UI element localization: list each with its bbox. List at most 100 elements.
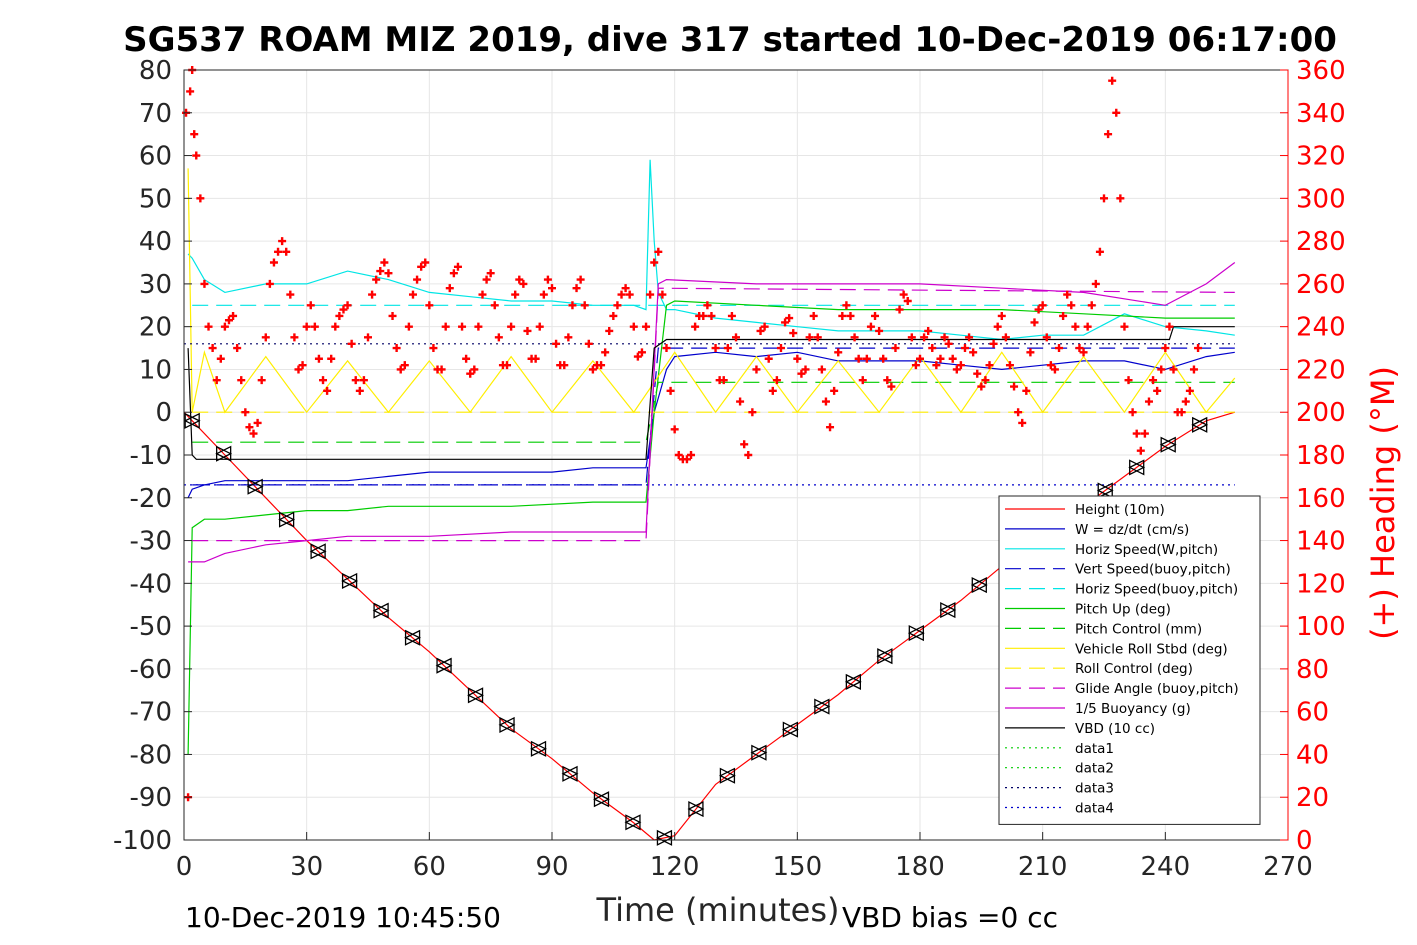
series-line-7 [187, 168, 1236, 414]
heading-point [666, 386, 675, 395]
heading-point [233, 344, 242, 353]
y-tick-label-right: 0 [1296, 826, 1313, 856]
y-tick-label-left: -30 [130, 527, 172, 557]
heading-point [531, 354, 540, 363]
heading-point [875, 326, 884, 335]
heading-point [736, 397, 745, 406]
heading-point [1005, 361, 1014, 370]
heading-point [899, 290, 908, 299]
heading-point [609, 311, 618, 320]
heading-point [989, 339, 998, 348]
heading-point [1128, 408, 1137, 417]
heading-point [613, 301, 622, 310]
legend-entry: Height (10m) [1075, 502, 1165, 518]
legend: Height (10m) W = dz/dt (cm/s) Horiz Speed(… [998, 495, 1261, 825]
y-tick-label-right: 100 [1296, 612, 1346, 642]
y-tick-label-left: -60 [130, 655, 172, 685]
position-marker [246, 478, 263, 495]
heading-point [842, 301, 851, 310]
legend-entry: Pitch Control (mm) [1075, 621, 1202, 637]
y-tick-label-left: -80 [130, 740, 172, 770]
footer-timestamp: 10-Dec-2019 10:45:50 [185, 901, 501, 934]
heading-point [662, 344, 671, 353]
heading-point [687, 451, 696, 459]
heading-point [1124, 376, 1133, 385]
heading-point [830, 386, 839, 395]
heading-point [674, 451, 683, 459]
heading-point [543, 275, 552, 284]
heading-point [380, 258, 389, 267]
legend-entry: data3 [1075, 781, 1114, 797]
heading-point [319, 376, 328, 385]
heading-point [1075, 344, 1084, 353]
heading-point [335, 311, 344, 320]
heading-point [220, 322, 229, 331]
heading-point [871, 311, 880, 320]
heading-point [621, 284, 630, 293]
heading-point [355, 386, 364, 395]
heading-point [654, 247, 663, 256]
y-tick-label-right: 260 [1296, 270, 1346, 300]
y-tick-label-left: -70 [130, 698, 172, 728]
heading-point [364, 333, 372, 342]
x-tick-label: 0 [176, 852, 193, 882]
position-marker [309, 543, 326, 560]
heading-point [920, 333, 929, 342]
legend-entry: Glide Angle (buoy,pitch) [1075, 681, 1239, 697]
heading-point [294, 365, 303, 374]
heading-point [1087, 301, 1096, 310]
heading-point [699, 311, 708, 320]
heading-point [278, 237, 287, 246]
heading-point [1112, 108, 1121, 117]
heading-point [186, 87, 195, 96]
heading-point [417, 262, 426, 271]
heading-point [1079, 348, 1088, 357]
legend-box [998, 495, 1261, 825]
y-tick-label-right: 200 [1296, 398, 1346, 428]
heading-point [269, 258, 278, 267]
heading-point [302, 322, 311, 331]
heading-point [265, 279, 274, 288]
y-tick-label-right: 120 [1296, 569, 1346, 599]
legend-entry: data1 [1075, 741, 1114, 757]
heading-point [646, 290, 655, 299]
heading-point [1189, 365, 1198, 374]
heading-point [1071, 322, 1080, 331]
y-tick-label-left: 20 [139, 313, 172, 343]
heading-point [916, 354, 924, 363]
heading-point [580, 301, 589, 310]
heading-point [413, 275, 422, 284]
heading-point [895, 305, 904, 314]
heading-point [286, 290, 295, 299]
heading-point [421, 258, 430, 267]
series-line-10 [188, 262, 1236, 563]
footer-vbd-bias: VBD bias =0 cc [842, 901, 1058, 934]
heading-point [625, 290, 634, 299]
heading-point [1140, 429, 1149, 438]
y-tick-label-right: 180 [1296, 441, 1346, 471]
heading-point [605, 326, 614, 335]
y-tick-label-right: 40 [1296, 740, 1329, 770]
heading-point [1100, 194, 1108, 203]
heading-point [997, 311, 1006, 320]
heading-point [956, 361, 965, 370]
heading-point [1067, 301, 1076, 310]
heading-point [190, 130, 199, 139]
heading-point [523, 326, 532, 335]
heading-point [1136, 446, 1145, 455]
heading-point [1063, 290, 1072, 299]
heading-point [719, 376, 728, 385]
y-tick-label-left: -100 [113, 826, 172, 856]
heading-point [703, 301, 712, 310]
heading-point [1055, 344, 1064, 353]
position-marker [718, 767, 736, 784]
heading-point [519, 279, 528, 288]
heading-point [879, 354, 888, 363]
heading-point [310, 322, 319, 331]
heading-point [490, 301, 499, 310]
heading-point [314, 354, 323, 363]
position-marker [215, 445, 232, 462]
heading-point [507, 322, 516, 331]
y-tick-label-right: 240 [1296, 313, 1346, 343]
heading-point [449, 269, 458, 278]
